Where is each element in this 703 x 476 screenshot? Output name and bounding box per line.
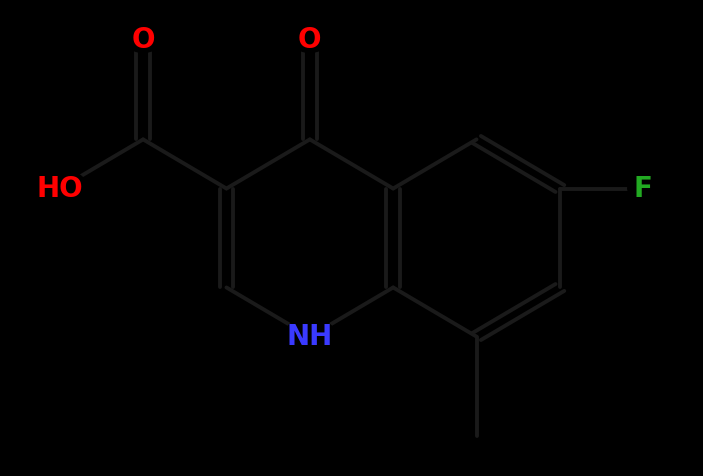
Text: F: F: [634, 175, 652, 202]
Circle shape: [283, 318, 337, 355]
Circle shape: [292, 29, 328, 52]
Text: NH: NH: [287, 323, 333, 351]
Text: HO: HO: [37, 175, 83, 202]
Text: O: O: [131, 27, 155, 54]
Circle shape: [628, 178, 659, 199]
Text: O: O: [298, 27, 321, 54]
Circle shape: [126, 29, 161, 52]
Circle shape: [32, 169, 88, 208]
